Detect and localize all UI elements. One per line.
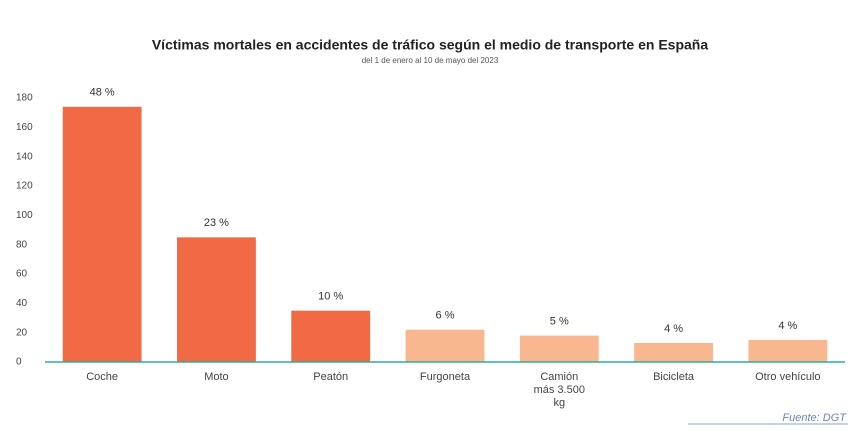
- y-tick-label: 180: [16, 93, 33, 104]
- y-tick-label: 160: [16, 122, 33, 133]
- bar: [405, 329, 485, 362]
- bar-label: 5 %: [550, 316, 569, 328]
- y-tick-label: 40: [16, 298, 28, 309]
- bar-label: 23 %: [204, 217, 229, 229]
- x-tick-label: Furgoneta: [419, 371, 471, 383]
- x-tick-label: Bicicleta: [653, 371, 695, 383]
- y-tick-label: 100: [16, 210, 33, 221]
- x-tick-label: Otro vehículo: [755, 371, 821, 383]
- bar: [62, 106, 142, 362]
- bar: [291, 310, 371, 362]
- x-tick-label: Peatón: [313, 371, 349, 383]
- chart-subtitle: del 1 de enero al 10 de mayo del 2023: [362, 56, 499, 65]
- chart-title: Víctimas mortales en accidentes de tráfi…: [152, 37, 709, 53]
- bar: [177, 237, 256, 362]
- bar-label: 10 %: [318, 291, 343, 303]
- source: Fuente: DGT: [782, 412, 847, 424]
- bar-label: 6 %: [436, 310, 455, 322]
- bar: [634, 342, 713, 362]
- y-tick-label: 60: [16, 269, 28, 280]
- x-tick-label: Moto: [204, 371, 229, 383]
- bar-label: 48 %: [90, 87, 115, 99]
- bar-label: 4 %: [664, 323, 683, 335]
- y-tick-label: 80: [16, 239, 28, 250]
- y-tick-label: 0: [16, 357, 22, 368]
- y-tick-label: 120: [16, 181, 33, 192]
- bar-label: 4 %: [778, 320, 797, 332]
- y-tick-label: 140: [16, 151, 33, 162]
- bar: [519, 335, 599, 362]
- bar: [748, 340, 828, 362]
- x-tick-label: Camión más 3.500 kg: [533, 371, 585, 409]
- y-tick-label: 20: [16, 327, 28, 338]
- x-tick-label: Coche: [86, 371, 119, 383]
